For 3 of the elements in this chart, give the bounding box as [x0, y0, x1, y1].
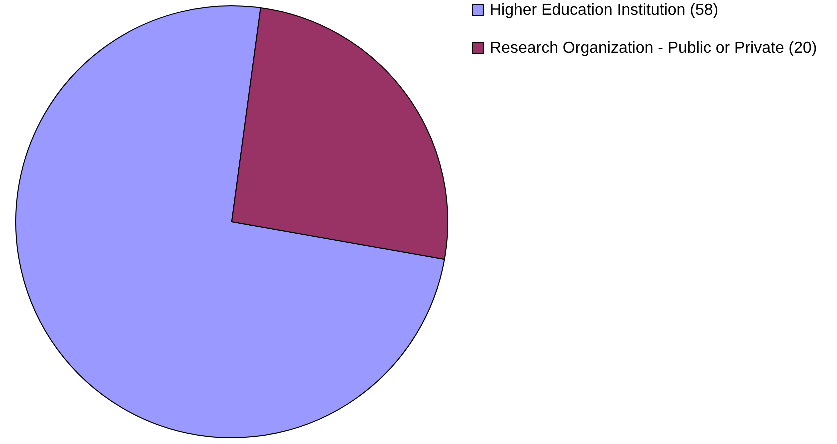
legend-label: Higher Education Institution (58)	[490, 2, 719, 19]
pie-slice	[16, 6, 446, 438]
legend-label: Research Organization - Public or Private (20)	[490, 40, 818, 57]
